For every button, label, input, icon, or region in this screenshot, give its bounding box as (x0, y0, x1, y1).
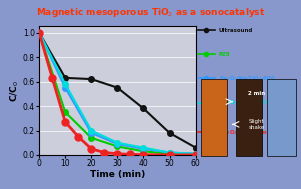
X-axis label: Time (min): Time (min) (90, 170, 145, 179)
Text: Fe$_3$O$_4$@SiO$_2$@mTiO$_2$-600: Fe$_3$O$_4$@SiO$_2$@mTiO$_2$-600 (219, 128, 295, 137)
FancyBboxPatch shape (267, 79, 296, 156)
Text: Fe$_3$O$_4$@SiO$_2$@TiO$_2$-600: Fe$_3$O$_4$@SiO$_2$@TiO$_2$-600 (219, 98, 289, 107)
Text: P25: P25 (219, 52, 231, 57)
Text: Slight
shake: Slight shake (249, 119, 265, 130)
FancyBboxPatch shape (201, 79, 227, 156)
FancyBboxPatch shape (236, 79, 262, 156)
Text: Fe$_3$O$_4$@mTiO$_2$-600: Fe$_3$O$_4$@mTiO$_2$-600 (219, 74, 276, 83)
Y-axis label: C/C$_0$: C/C$_0$ (9, 80, 21, 102)
Text: Magnetic mesoporous TiO$_2$ as a sonocatalyst: Magnetic mesoporous TiO$_2$ as a sonocat… (36, 6, 265, 19)
Text: 2 min: 2 min (248, 91, 265, 96)
Text: Ultrasound: Ultrasound (219, 28, 253, 33)
